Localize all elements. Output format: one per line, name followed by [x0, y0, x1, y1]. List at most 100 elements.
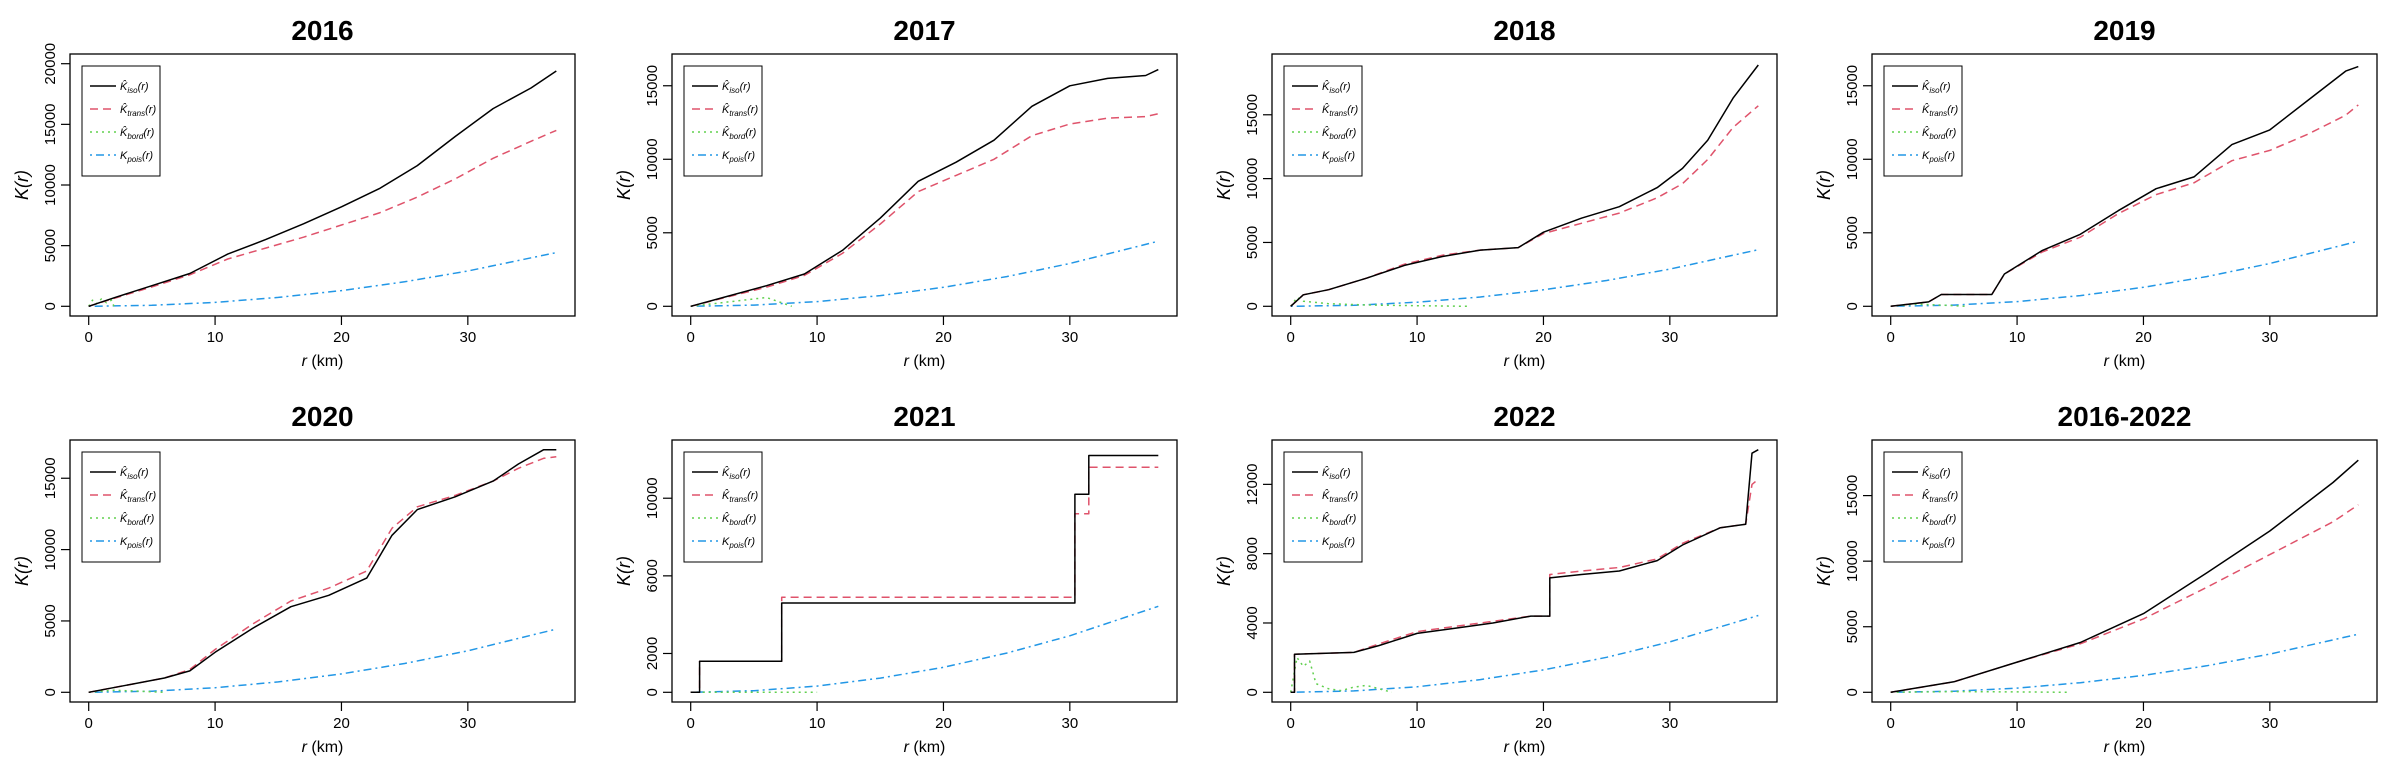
y-tick-label: 6000 [644, 559, 661, 592]
series-line-pois [88, 628, 557, 694]
x-tick-label: 30 [1061, 715, 1078, 732]
chart-panel-7: 2016-2022 0 10 20 30 0 5000 10000 15000 r (km) K(r… [1814, 401, 2378, 756]
x-tick-label: 20 [2135, 329, 2152, 346]
series-line-iso [1290, 449, 1759, 694]
legend-label-bord: K̂bord(r) [722, 125, 757, 141]
y-tick-label: 0 [1844, 302, 1861, 310]
chart-panel-5: 2021 0 10 20 30 0 2000 6000 10000 r (km) K(r) K̂iso… [614, 401, 1178, 756]
y-axis-label: K(r) [1214, 556, 1234, 586]
series-line-iso [690, 454, 1159, 694]
x-axis-label: r (km) [904, 739, 946, 756]
series-line-pois [1290, 248, 1759, 308]
y-tick-label: 15000 [1844, 475, 1861, 517]
legend-label-bord: K̂bord(r) [722, 511, 757, 527]
legend-label-trans: K̂trans(r) [722, 102, 758, 118]
legend-label-trans: K̂trans(r) [120, 488, 156, 504]
x-tick-label: 10 [2009, 715, 2026, 732]
series-line-pois [1890, 633, 2359, 694]
series-line-pois [1290, 614, 1759, 694]
x-tick-label: 0 [1287, 329, 1295, 346]
legend-box [1883, 451, 1963, 563]
y-tick-label: 15000 [42, 103, 59, 145]
series-line-iso [1890, 65, 2359, 308]
x-tick-label: 30 [1661, 715, 1678, 732]
y-tick-label: 15000 [42, 457, 59, 499]
x-axis-label: r (km) [904, 353, 946, 370]
legend-label-iso: K̂iso(r) [120, 79, 149, 95]
y-axis-label: K(r) [614, 556, 634, 586]
legend-label-trans: K̂trans(r) [1322, 102, 1358, 118]
y-tick-label: 2000 [644, 637, 661, 670]
series-line-bord [88, 298, 115, 307]
legend-label-bord: K̂bord(r) [1922, 511, 1957, 527]
legend-box [683, 451, 763, 563]
series-line-iso [88, 70, 557, 308]
series-line-trans [88, 456, 557, 694]
chart-title: 2016 [291, 15, 353, 46]
x-tick-label: 30 [1061, 329, 1078, 346]
legend-label-pois: Kpois(r) [722, 150, 755, 164]
legend-label-bord: K̂bord(r) [120, 125, 155, 141]
y-axis-label: K(r) [12, 170, 32, 200]
x-tick-label: 0 [687, 329, 695, 346]
x-tick-label: 20 [333, 715, 350, 732]
chart-title: 2021 [893, 401, 955, 432]
y-tick-label: 20000 [42, 43, 59, 85]
series-line-trans [690, 112, 1159, 308]
legend-label-bord: K̂bord(r) [1922, 125, 1957, 141]
chart-panel-6: 2022 0 10 20 30 0 4000 8000 12000 r (km) K(r) K̂iso… [1214, 401, 1778, 756]
x-tick-label: 10 [1409, 329, 1426, 346]
y-tick-label: 15000 [1844, 65, 1861, 107]
series-line-pois [690, 240, 1159, 308]
legend-box [1283, 451, 1363, 563]
y-axis-label: K(r) [614, 170, 634, 200]
x-tick-label: 20 [333, 329, 350, 346]
x-axis-label: r (km) [1504, 739, 1546, 756]
y-tick-label: 12000 [1244, 464, 1261, 506]
x-tick-label: 20 [1535, 715, 1552, 732]
plot-frame [1271, 53, 1778, 317]
legend-label-trans: K̂trans(r) [1322, 488, 1358, 504]
series-line-iso [690, 68, 1159, 308]
x-tick-label: 30 [1661, 329, 1678, 346]
series-line-bord [1290, 296, 1468, 308]
x-tick-label: 30 [2261, 329, 2278, 346]
plot-frame [1871, 439, 2378, 703]
legend-label-iso: K̂iso(r) [1322, 79, 1351, 95]
chart-panel-3: 2019 0 10 20 30 0 5000 10000 15000 r (km) K(r) K̂is… [1814, 15, 2378, 370]
y-tick-label: 4000 [1244, 606, 1261, 639]
series-line-pois [690, 605, 1159, 694]
y-tick-label: 0 [644, 302, 661, 310]
x-axis-label: r (km) [302, 353, 344, 370]
legend-label-pois: Kpois(r) [1922, 536, 1955, 550]
legend-label-bord: K̂bord(r) [120, 511, 155, 527]
y-tick-label: 5000 [1844, 610, 1861, 643]
y-axis-label: K(r) [1214, 170, 1234, 200]
y-tick-label: 0 [1244, 688, 1261, 696]
y-tick-label: 0 [42, 688, 59, 696]
y-axis-label: K(r) [1814, 170, 1834, 200]
y-tick-label: 0 [42, 302, 59, 310]
y-tick-label: 0 [1244, 302, 1261, 310]
x-tick-label: 30 [459, 715, 476, 732]
series-line-trans [88, 129, 557, 308]
series-line-iso [88, 448, 557, 694]
chart-panel-0: 2016 0 10 20 30 0 5000 10000 15000 20000 r (km) K(r… [12, 15, 576, 370]
plot-frame [1871, 53, 2378, 317]
x-axis-label: r (km) [2104, 739, 2146, 756]
x-tick-label: 10 [809, 329, 826, 346]
x-tick-label: 10 [207, 329, 224, 346]
x-axis-label: r (km) [302, 739, 344, 756]
y-tick-label: 0 [1844, 688, 1861, 696]
x-tick-label: 30 [2261, 715, 2278, 732]
y-tick-label: 0 [644, 688, 661, 696]
x-tick-label: 20 [1535, 329, 1552, 346]
plot-frame [1271, 439, 1778, 703]
legend-label-iso: K̂iso(r) [1922, 79, 1951, 95]
legend-label-iso: K̂iso(r) [1322, 465, 1351, 481]
series-line-bord [690, 296, 793, 308]
chart-title: 2016-2022 [2058, 401, 2192, 432]
x-tick-label: 10 [2009, 329, 2026, 346]
legend-box [1883, 65, 1963, 177]
